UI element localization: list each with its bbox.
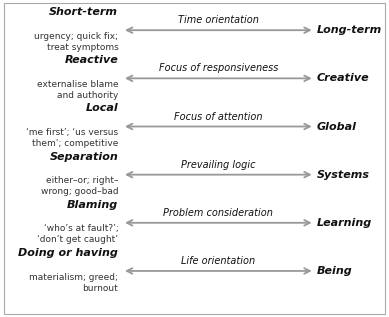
Text: Time orientation: Time orientation <box>178 15 259 25</box>
Text: materialism; greed;
burnout: materialism; greed; burnout <box>30 273 118 293</box>
Text: Local: Local <box>86 103 118 113</box>
Text: Focus of attention: Focus of attention <box>174 112 263 121</box>
Text: Prevailing logic: Prevailing logic <box>181 160 256 170</box>
Text: Long-term: Long-term <box>317 25 382 35</box>
Text: Blaming: Blaming <box>67 200 118 210</box>
Text: Global: Global <box>317 121 356 132</box>
Text: urgency; quick fix;
treat symptoms: urgency; quick fix; treat symptoms <box>34 32 118 52</box>
Text: externalise blame
and authority: externalise blame and authority <box>37 80 118 100</box>
Text: Focus of responsiveness: Focus of responsiveness <box>159 63 278 73</box>
Text: Being: Being <box>317 266 352 276</box>
Text: Reactive: Reactive <box>65 55 118 65</box>
Text: either–or; right–
wrong; good–bad: either–or; right– wrong; good–bad <box>40 176 118 196</box>
Text: ‘who’s at fault?’;
‘don’t get caught’: ‘who’s at fault?’; ‘don’t get caught’ <box>37 224 118 244</box>
Text: Short-term: Short-term <box>49 7 118 17</box>
Text: Problem consideration: Problem consideration <box>163 208 273 218</box>
Text: Doing or having: Doing or having <box>18 248 118 258</box>
Text: Life orientation: Life orientation <box>181 256 256 266</box>
Text: Separation: Separation <box>49 152 118 162</box>
Text: ‘me first’; ‘us versus
them’; competitive: ‘me first’; ‘us versus them’; competitiv… <box>26 128 118 148</box>
Text: Systems: Systems <box>317 170 370 180</box>
Text: Learning: Learning <box>317 218 372 228</box>
Text: Creative: Creative <box>317 73 369 83</box>
